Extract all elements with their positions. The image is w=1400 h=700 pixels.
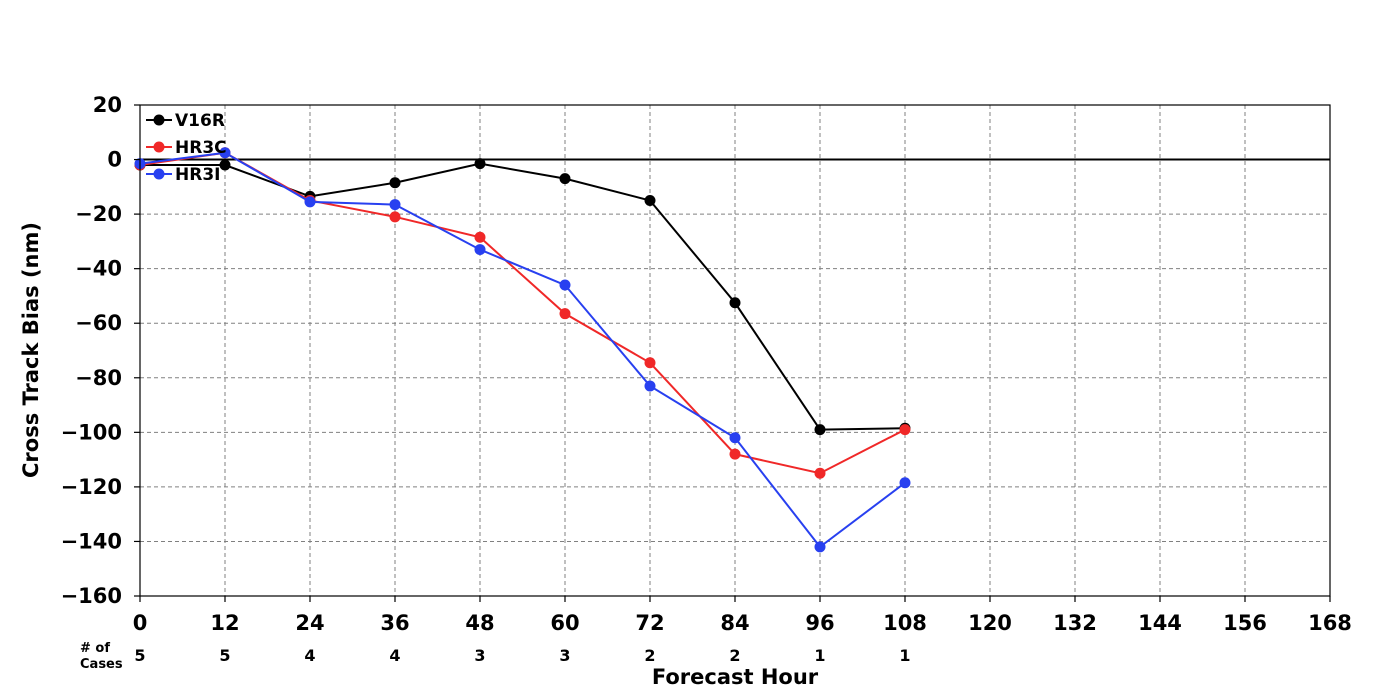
data-point [644,194,656,206]
data-point [474,158,486,170]
legend-label: HR3I [175,165,220,185]
cases-header-line2: Cases [80,657,123,672]
series-hr3c [134,147,911,479]
y-tick-label: −80 [75,366,122,390]
cases-count: 1 [899,646,910,665]
data-point [389,177,401,189]
y-tick-label: −40 [75,257,122,281]
legend-swatch-marker [153,114,165,126]
x-tick-label: 144 [1138,611,1182,635]
cases-count: 2 [729,646,740,665]
y-tick-label: −100 [61,420,122,444]
cases-count: 1 [814,646,825,665]
data-point [389,211,401,223]
x-tick-label: 36 [380,611,409,635]
y-axis-ticks: 20 0 −20 −40 −60 −80 −100 −120 −140 −160 [61,93,140,608]
data-point [389,199,401,211]
x-tick-label: 72 [635,611,664,635]
series-lines [134,147,911,553]
y-tick-label: 20 [93,93,122,117]
data-point [729,448,741,460]
x-tick-label: 0 [133,611,148,635]
x-tick-label: 24 [295,611,324,635]
series-v16r [134,158,911,436]
x-tick-label: 84 [720,611,749,635]
y-tick-label: −60 [75,311,122,335]
y-tick-label: −160 [61,584,122,608]
x-tick-label: 48 [465,611,494,635]
data-point [644,380,656,392]
y-tick-label: −120 [61,475,122,499]
cases-count: 3 [474,646,485,665]
cases-count: 5 [134,646,145,665]
x-axis-ticks: 0 12 24 36 48 60 72 84 96 108 120 132 144 156 168 [133,596,1352,635]
y-tick-label: −20 [75,202,122,226]
cases-count: 4 [304,646,315,665]
x-tick-label: 120 [968,611,1012,635]
x-tick-label: 60 [550,611,579,635]
data-point [304,196,316,208]
x-tick-label: 132 [1053,611,1097,635]
data-point [729,432,741,444]
y-tick-label: 0 [107,148,122,172]
legend-swatch-marker [153,168,165,180]
cases-row: # of Cases 5 5 4 4 3 3 2 2 1 1 [80,641,911,672]
legend-swatch-marker [153,141,165,153]
cases-count: 5 [219,646,230,665]
cases-header-line1: # of [80,641,110,656]
x-tick-label: 168 [1308,611,1352,635]
data-point [814,541,826,553]
x-axis-label: Forecast Hour [652,665,819,689]
x-tick-label: 156 [1223,611,1267,635]
series-line [139,151,906,549]
y-axis-label: Cross Track Bias (nm) [19,222,43,478]
data-point [559,279,571,291]
legend: V16R HR3C HR3I [146,111,227,185]
data-point [559,173,571,185]
series-line [139,151,906,475]
grid-lines [140,105,1330,596]
data-point [814,467,826,479]
y-tick-label: −140 [61,529,122,553]
data-point [474,244,486,256]
series-line [140,162,906,431]
data-point [814,424,826,436]
cases-count: 2 [644,646,655,665]
x-tick-label: 12 [210,611,239,635]
x-tick-label: 96 [805,611,834,635]
data-point [219,159,231,171]
cases-count: 3 [559,646,570,665]
legend-label: V16R [175,111,225,131]
data-point [644,357,656,369]
data-point [899,424,911,436]
data-point [729,297,741,309]
cases-count: 4 [389,646,400,665]
data-point [219,147,231,159]
data-point [899,477,911,489]
data-point [474,231,486,243]
series-hr3i [134,147,911,553]
x-tick-label: 108 [883,611,927,635]
legend-label: HR3C [175,138,227,158]
data-point [559,308,571,320]
